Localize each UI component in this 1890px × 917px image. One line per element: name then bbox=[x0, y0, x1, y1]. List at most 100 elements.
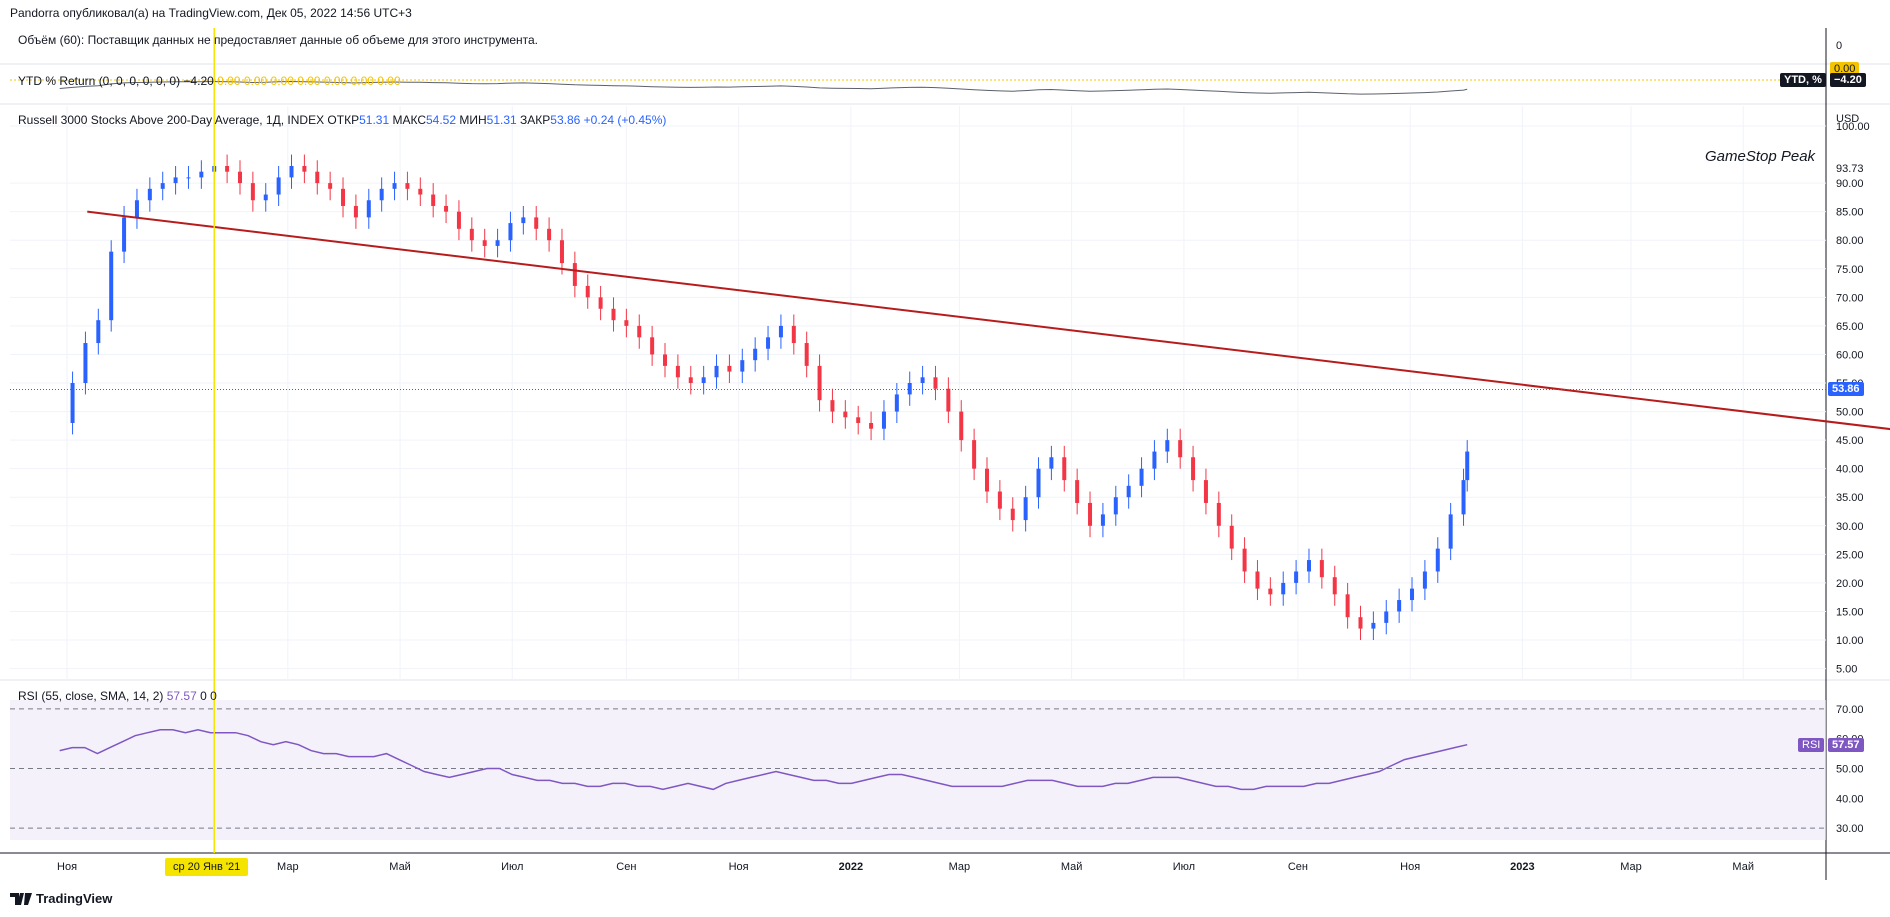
ytd-legend-title: YTD % Return (0, 0, 0, 0, 0, 0) bbox=[18, 74, 181, 88]
ytd-tag-value: −4.20 bbox=[1830, 73, 1866, 87]
candle-body bbox=[1422, 571, 1427, 589]
time-axis-label: Июл bbox=[1173, 861, 1195, 873]
candle-body bbox=[1319, 560, 1324, 578]
rsi-legend[interactable]: RSI (55, close, SMA, 14, 2) 57.57 0 0 bbox=[18, 689, 217, 703]
candle-body bbox=[173, 177, 178, 184]
rsi-series bbox=[10, 708, 1826, 829]
candle-body bbox=[907, 383, 912, 395]
time-axis-label: Ноя bbox=[729, 861, 749, 873]
candle-body bbox=[559, 240, 564, 264]
change-value: +0.24 (+0.45%) bbox=[583, 113, 667, 127]
candle-body bbox=[276, 177, 281, 195]
candle-body bbox=[1049, 457, 1054, 469]
currency-label: USD bbox=[1836, 113, 1860, 125]
time-axis-label: 2022 bbox=[839, 861, 863, 873]
candle-body bbox=[315, 171, 320, 184]
candle-body bbox=[1242, 548, 1247, 572]
price-axis-label: 75.00 bbox=[1836, 264, 1864, 276]
candle-body bbox=[830, 400, 835, 412]
candle-body bbox=[418, 188, 423, 195]
candle-body bbox=[1332, 577, 1337, 595]
price-axis-label: 90.00 bbox=[1836, 178, 1864, 190]
candle-body bbox=[881, 411, 886, 429]
price-axis-label: 20.00 bbox=[1836, 578, 1864, 590]
ytd-tag-name: YTD, % bbox=[1780, 73, 1826, 87]
rsi-tag-name: RSI bbox=[1798, 737, 1825, 752]
candle-body bbox=[933, 377, 938, 389]
ytd-legend-value: −4.20 bbox=[183, 74, 214, 88]
candle-body bbox=[791, 325, 796, 344]
trendline[interactable] bbox=[87, 210, 1890, 432]
time-axis-label: Май bbox=[1061, 861, 1083, 873]
candle-body bbox=[1178, 440, 1183, 458]
candle-body bbox=[1036, 468, 1041, 498]
price-axis-label: 45.00 bbox=[1836, 435, 1864, 447]
gamestop-peak-annotation[interactable]: GameStop Peak bbox=[1705, 148, 1816, 165]
candle-body bbox=[379, 188, 384, 201]
candle-body bbox=[495, 240, 500, 246]
time-axis-label: 2023 bbox=[1510, 861, 1534, 873]
high-axis-label: 93.73 bbox=[1836, 163, 1864, 175]
candle-body bbox=[263, 194, 268, 201]
candle-body bbox=[1023, 497, 1028, 521]
close-value: 53.86 bbox=[550, 113, 581, 127]
grid-lines bbox=[10, 106, 1826, 680]
rsi-line bbox=[59, 729, 1468, 791]
ytd-legend[interactable]: YTD % Return (0, 0, 0, 0, 0, 0) −4.20 0.… bbox=[18, 74, 401, 88]
candle-body bbox=[1384, 611, 1389, 623]
candle-body bbox=[1062, 457, 1067, 481]
candle-body bbox=[624, 320, 629, 326]
high-label: МАКС bbox=[392, 113, 426, 127]
candle-body bbox=[1139, 468, 1144, 486]
candle-body bbox=[122, 217, 127, 252]
candle-body bbox=[431, 194, 436, 206]
candle-body bbox=[1191, 457, 1196, 481]
candle-body bbox=[341, 188, 346, 206]
time-axis-label: Май bbox=[389, 861, 411, 873]
candle-body bbox=[225, 165, 230, 172]
candle-body bbox=[1152, 451, 1157, 469]
candle-body bbox=[70, 383, 75, 423]
high-value: 54.52 bbox=[426, 113, 457, 127]
time-axis[interactable]: Ноя Мар Май Июл Сен Ноя 2022 Мар Май Июл Сен Ноя 202… bbox=[57, 861, 1754, 873]
tradingview-logo-text: TradingView bbox=[36, 891, 113, 906]
candle-body bbox=[482, 240, 487, 246]
candle-body bbox=[147, 188, 152, 201]
candle-body bbox=[353, 205, 358, 218]
candle-body bbox=[199, 171, 204, 178]
rsi-axis-label: 70.00 bbox=[1836, 704, 1864, 716]
candle-body bbox=[946, 388, 951, 412]
main-legend[interactable]: Russell 3000 Stocks Above 200-Day Averag… bbox=[18, 113, 666, 127]
candle-body bbox=[1294, 571, 1299, 583]
rsi-band-background bbox=[10, 700, 1826, 840]
rsi-legend-value-2: 0 bbox=[210, 689, 217, 703]
candle-body bbox=[160, 183, 165, 189]
price-axis-label: 15.00 bbox=[1836, 606, 1864, 618]
candle-body bbox=[186, 177, 191, 179]
candle-body bbox=[405, 183, 410, 189]
crosshair-date-label: ср 20 Янв '21 bbox=[165, 858, 249, 876]
tradingview-logo[interactable]: TradingView bbox=[10, 891, 112, 906]
price-axis-label: 10.00 bbox=[1836, 635, 1864, 647]
candle-body bbox=[1435, 548, 1440, 572]
volume-axis-label: 0 bbox=[1836, 40, 1843, 52]
rsi-tag-value: 57.57 bbox=[1828, 737, 1864, 752]
candle-body bbox=[688, 377, 693, 384]
candle-body bbox=[701, 377, 706, 384]
candle-body bbox=[869, 422, 874, 429]
rsi-legend-value-1: 0 bbox=[200, 689, 207, 703]
candle-body bbox=[663, 354, 668, 366]
candle-body bbox=[237, 171, 242, 184]
low-label: МИН bbox=[459, 113, 487, 127]
candle-body bbox=[366, 200, 371, 218]
candle-body bbox=[1229, 525, 1234, 549]
candle-body bbox=[778, 325, 783, 338]
candle-body bbox=[534, 217, 539, 229]
candle-body bbox=[1465, 451, 1470, 481]
ytd-series bbox=[10, 79, 1826, 95]
price-axis[interactable]: 5.00 10.00 15.00 20.00 25.00 30.00 35.00 40.00 4… bbox=[1836, 121, 1870, 835]
candle-body bbox=[727, 365, 732, 372]
candle-body bbox=[1358, 617, 1363, 629]
rsi-axis-label: 40.00 bbox=[1836, 793, 1864, 805]
